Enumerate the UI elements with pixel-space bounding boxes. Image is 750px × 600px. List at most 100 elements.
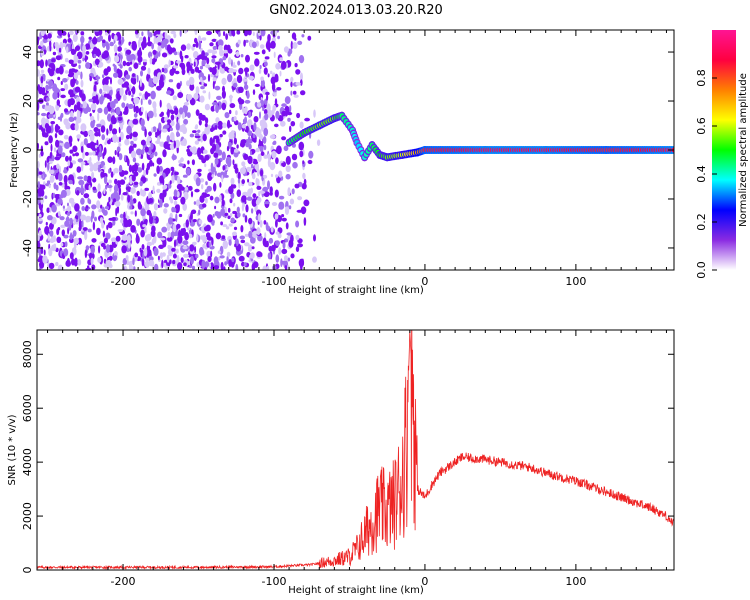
noise-blob <box>222 130 227 135</box>
noise-blob <box>38 86 44 95</box>
noise-blob <box>130 211 134 215</box>
noise-blob <box>174 171 179 176</box>
noise-blob <box>171 174 175 184</box>
noise-blob <box>140 106 144 113</box>
noise-blob <box>281 110 287 117</box>
noise-blob <box>287 257 291 262</box>
noise-blob <box>115 106 121 116</box>
noise-blob <box>87 152 94 156</box>
noise-blob <box>123 227 126 232</box>
noise-blob <box>206 57 210 65</box>
noise-blob <box>133 104 136 113</box>
noise-blob <box>145 110 148 119</box>
noise-blob <box>250 163 254 169</box>
noise-blob <box>111 128 118 135</box>
noise-blob <box>85 205 89 209</box>
noise-blob <box>184 186 189 191</box>
noise-blob <box>183 253 189 258</box>
noise-blob <box>69 110 74 119</box>
noise-blob <box>210 166 216 173</box>
noise-blob <box>74 106 78 112</box>
noise-blob <box>74 122 79 131</box>
noise-blob <box>294 183 300 189</box>
noise-blob <box>124 138 130 146</box>
noise-blob <box>128 66 132 72</box>
noise-blob <box>70 48 76 56</box>
noise-blob <box>119 213 124 219</box>
noise-blob <box>212 77 217 82</box>
noise-blob <box>248 181 253 187</box>
noise-blob <box>57 264 64 270</box>
noise-blob <box>189 83 195 91</box>
noise-blob <box>219 182 222 188</box>
noise-blob <box>142 36 147 45</box>
noise-blob <box>78 64 81 70</box>
noise-blob <box>154 112 157 118</box>
noise-blob <box>48 247 53 257</box>
noise-blob <box>124 176 127 180</box>
noise-blob <box>99 145 102 154</box>
noise-blob <box>183 191 189 201</box>
noise-blob <box>199 133 204 143</box>
noise-blob <box>158 51 161 57</box>
noise-blob <box>283 46 289 53</box>
colorbar-ticks: 0.0 0.2 0.4 0.6 0.8 <box>695 69 717 279</box>
noise-blob <box>97 183 101 192</box>
noise-blob <box>63 118 69 126</box>
noise-blob <box>55 261 59 267</box>
noise-blob <box>96 200 101 209</box>
noise-blob <box>151 58 156 65</box>
noise-blob <box>298 141 305 151</box>
noise-blob <box>166 119 172 124</box>
noise-blob <box>80 103 83 109</box>
noise-blob <box>259 44 265 49</box>
noise-blob <box>137 201 142 210</box>
noise-blob <box>107 113 112 122</box>
noise-blob <box>185 219 189 228</box>
noise-blob <box>229 213 233 217</box>
noise-blob <box>56 236 62 243</box>
noise-blob <box>212 213 215 218</box>
noise-blob <box>146 136 152 142</box>
noise-blob <box>299 150 304 158</box>
noise-blob <box>112 134 118 143</box>
noise-blob <box>221 199 225 207</box>
noise-blob <box>87 228 92 233</box>
noise-blob <box>108 196 111 203</box>
noise-blob <box>148 259 155 267</box>
noise-blob <box>180 186 185 191</box>
noise-blob <box>172 95 177 101</box>
noise-blob <box>73 237 79 245</box>
noise-blob <box>280 258 283 267</box>
noise-blob <box>144 260 150 268</box>
noise-blob <box>113 184 119 193</box>
noise-blob <box>173 65 179 69</box>
noise-blob <box>180 196 186 205</box>
noise-blob <box>294 63 298 68</box>
noise-blob <box>190 211 193 220</box>
noise-blob <box>144 91 149 100</box>
noise-blob <box>103 237 108 244</box>
noise-blob <box>45 221 48 226</box>
noise-blob <box>247 136 251 144</box>
noise-blob <box>244 215 248 223</box>
noise-blob <box>307 35 312 41</box>
noise-blob <box>68 116 74 122</box>
noise-blob <box>45 102 49 107</box>
noise-blob <box>139 78 142 88</box>
noise-blob <box>98 208 102 213</box>
noise-blob <box>80 31 85 36</box>
noise-blob <box>243 30 249 37</box>
noise-blob <box>241 195 247 203</box>
noise-blob <box>159 237 166 241</box>
noise-blob <box>140 188 143 196</box>
y-tick-label: 40 <box>21 45 34 59</box>
noise-blob <box>145 167 149 175</box>
noise-blob <box>69 149 74 154</box>
noise-blob <box>123 170 129 175</box>
noise-blob <box>176 223 181 229</box>
noise-blob <box>121 245 127 254</box>
noise-blob <box>313 109 316 118</box>
noise-blob <box>167 231 171 238</box>
noise-blob <box>173 200 178 206</box>
